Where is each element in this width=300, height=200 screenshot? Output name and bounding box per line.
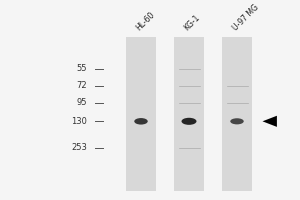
Ellipse shape <box>134 118 148 125</box>
Text: 130: 130 <box>71 117 87 126</box>
Text: HL-60: HL-60 <box>135 11 157 33</box>
Bar <box>126 37 156 191</box>
Bar <box>222 37 252 191</box>
Bar <box>174 37 204 191</box>
Text: U-97 MG: U-97 MG <box>231 3 260 33</box>
Text: 72: 72 <box>76 81 87 90</box>
Ellipse shape <box>182 118 196 125</box>
Text: 253: 253 <box>71 143 87 152</box>
Text: 55: 55 <box>76 64 87 73</box>
Text: KG-1: KG-1 <box>183 13 202 33</box>
Text: 95: 95 <box>76 98 87 107</box>
Ellipse shape <box>230 118 244 124</box>
Polygon shape <box>262 116 277 127</box>
